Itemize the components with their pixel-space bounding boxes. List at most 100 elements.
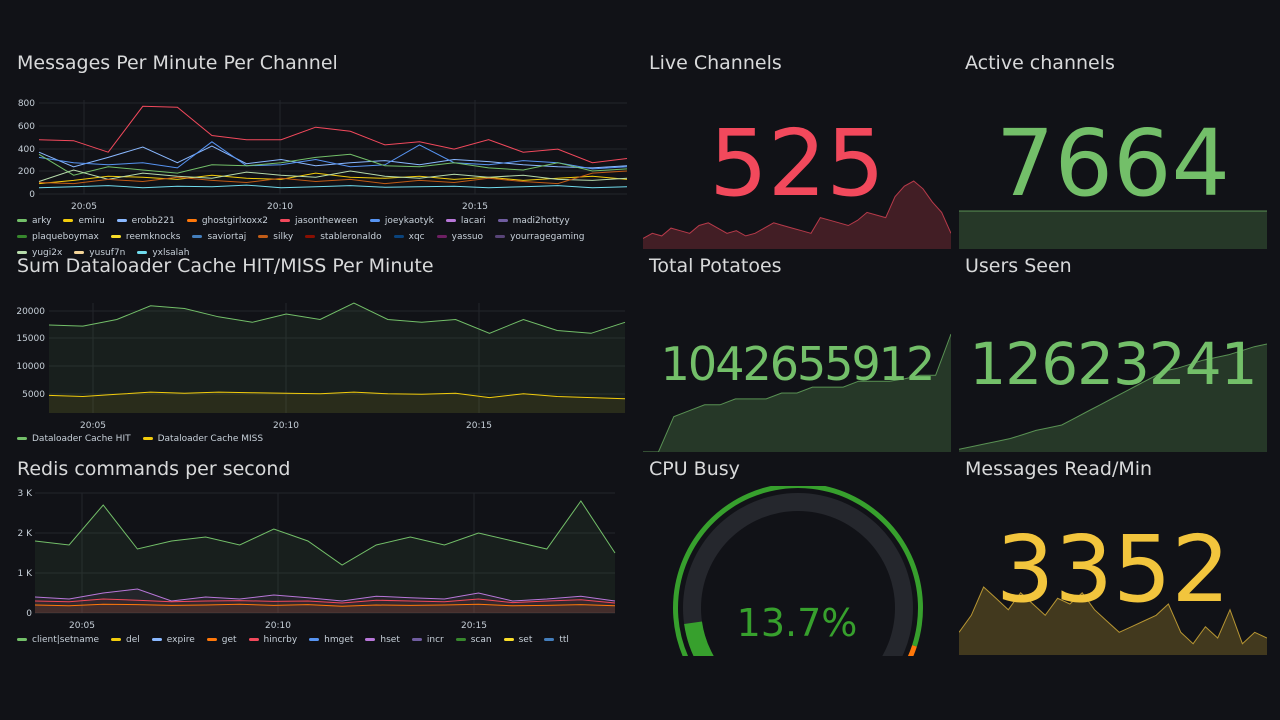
panel-title: Redis commands per second (17, 458, 291, 480)
legend-item[interactable]: yugi2x (17, 245, 62, 261)
legend-item[interactable]: erobb221 (116, 213, 175, 229)
legend-item[interactable]: hincrby (248, 632, 297, 648)
live-channels-value: 525 (709, 110, 885, 217)
legend-swatch (495, 235, 506, 238)
legend-swatch (365, 638, 376, 641)
legend-swatch (369, 219, 380, 222)
series-line-Dataloader-Cache-MISS[interactable] (48, 391, 626, 400)
legend-label: del (126, 635, 140, 645)
legend-item[interactable]: saviortaj (192, 229, 246, 245)
legend-label: Dataloader Cache HIT (32, 434, 131, 444)
x-tick-label: 20:05 (69, 621, 95, 631)
cache-area-chart: 20000 15000 10000 5000 20:05 20:10 20:15 (16, 302, 626, 431)
legend-swatch (455, 638, 466, 641)
series-line-get[interactable] (34, 603, 616, 607)
legend-item[interactable]: Dataloader Cache HIT (17, 431, 131, 447)
legend-item[interactable]: yourragegaming (495, 229, 585, 245)
active-channels-sparkline (959, 210, 1267, 249)
legend-item[interactable]: stableronaldo (305, 229, 382, 245)
legend-item[interactable]: emiru (63, 213, 105, 229)
legend-label: Dataloader Cache MISS (157, 434, 264, 444)
legend-item[interactable]: hmget (309, 632, 353, 648)
panel-dataloader-cache: Sum Dataloader Cache HIT/MISS Per Minute… (16, 255, 629, 447)
legend-label: ghostgirlxoxx2 (201, 216, 269, 226)
legend-swatch (17, 437, 27, 440)
legend-swatch (17, 235, 27, 238)
panel-messages-per-minute: Messages Per Minute Per Channel 800 600 40… (17, 52, 629, 258)
panel-messages-read: Messages Read/Min 3352 (959, 458, 1267, 655)
legend-item[interactable]: client|setname (17, 632, 99, 648)
live-channels-sparkline (643, 180, 951, 249)
legend-item[interactable]: expire (151, 632, 195, 648)
panel-title: Messages Per Minute Per Channel (17, 52, 338, 74)
legend-label: joeykaotyk (384, 216, 434, 226)
users-seen-value: 12623241 (969, 330, 1257, 398)
legend-item[interactable]: hset (365, 632, 400, 648)
legend-item[interactable]: reemknocks (110, 229, 180, 245)
legend-item[interactable]: set (503, 632, 532, 648)
panel-users-seen: Users Seen 12623241 (959, 255, 1267, 452)
series-line-client-setname[interactable] (34, 500, 616, 566)
series-line-yxlsalah[interactable] (38, 184, 628, 189)
legend-item[interactable]: yusuf7n (74, 245, 125, 261)
series-line-hset[interactable] (34, 588, 616, 602)
legend-label: arky (32, 216, 52, 226)
series-line-hincrby[interactable] (34, 598, 616, 604)
legend-item[interactable]: xqc (393, 229, 425, 245)
legend-item[interactable]: plaqueboymax (17, 229, 99, 245)
series-line-yugi2x[interactable] (38, 169, 628, 182)
legend-label: ttl (559, 635, 569, 645)
sparkline-area (959, 587, 1267, 655)
series-line-erobb221[interactable] (38, 145, 628, 169)
legend-item[interactable]: Dataloader Cache MISS (142, 431, 264, 447)
y-tick-label: 0 (29, 190, 35, 200)
legend-item[interactable]: yxlsalah (137, 245, 189, 261)
legend-item[interactable]: jasontheween (280, 213, 358, 229)
panel-title: Live Channels (649, 52, 782, 74)
chart-legend: arky emiru erobb221 ghostgirlxoxx2 jasonthew… (17, 213, 617, 261)
legend-item[interactable]: madi2hottyy (497, 213, 570, 229)
legend-item[interactable]: get (206, 632, 237, 648)
legend-item[interactable]: incr (411, 632, 444, 648)
legend-item[interactable]: joeykaotyk (369, 213, 434, 229)
sparkline-line (643, 180, 951, 239)
legend-label: incr (426, 635, 444, 645)
series-line-silky[interactable] (38, 170, 628, 185)
legend-item[interactable]: yassuo (436, 229, 483, 245)
legend-item[interactable]: silky (258, 229, 293, 245)
y-tick-label: 2 K (18, 529, 34, 539)
messages-read-value: 3352 (995, 516, 1231, 623)
panel-redis-commands: Redis commands per second 3 K 2 K 1 K 0 20:0… (17, 458, 629, 648)
series-area (35, 501, 615, 613)
series-line-joeykaotyk[interactable] (38, 141, 628, 170)
legend-item[interactable]: ttl (544, 632, 569, 648)
x-tick-label: 20:10 (265, 621, 291, 631)
series-area (35, 604, 615, 613)
legend-item[interactable]: arky (17, 213, 51, 229)
legend-swatch (393, 235, 404, 238)
y-tick-label: 3 K (18, 489, 34, 499)
messages-read-sparkline (959, 586, 1267, 655)
legend-label: xqc (408, 232, 425, 242)
legend-label: lacari (460, 216, 486, 226)
legend-label: yxlsalah (152, 248, 190, 258)
legend-swatch (248, 638, 259, 641)
legend-item[interactable]: scan (455, 632, 492, 648)
chart-legend: Dataloader Cache HIT Dataloader Cache MIS… (17, 431, 617, 447)
legend-item[interactable]: lacari (445, 213, 486, 229)
redis-area-chart: 3 K 2 K 1 K 0 20:05 20:10 20:15 (18, 489, 616, 631)
series-line-emiru[interactable] (38, 172, 628, 185)
x-tick-label: 20:15 (461, 621, 487, 631)
series-line-arky[interactable] (38, 153, 628, 176)
series-line-jasontheween[interactable] (38, 105, 628, 164)
legend-item[interactable]: ghostgirlxoxx2 (186, 213, 269, 229)
y-tick-label: 20000 (16, 307, 45, 317)
x-tick-label: 20:15 (466, 421, 492, 431)
panel-total-potatoes: Total Potatoes 1042655912 (643, 255, 951, 452)
legend-swatch (280, 219, 291, 222)
legend-swatch (305, 235, 316, 238)
legend-item[interactable]: del (111, 632, 140, 648)
legend-swatch (186, 219, 197, 222)
series-line-Dataloader-Cache-HIT[interactable] (48, 302, 626, 334)
series-area (49, 303, 625, 413)
